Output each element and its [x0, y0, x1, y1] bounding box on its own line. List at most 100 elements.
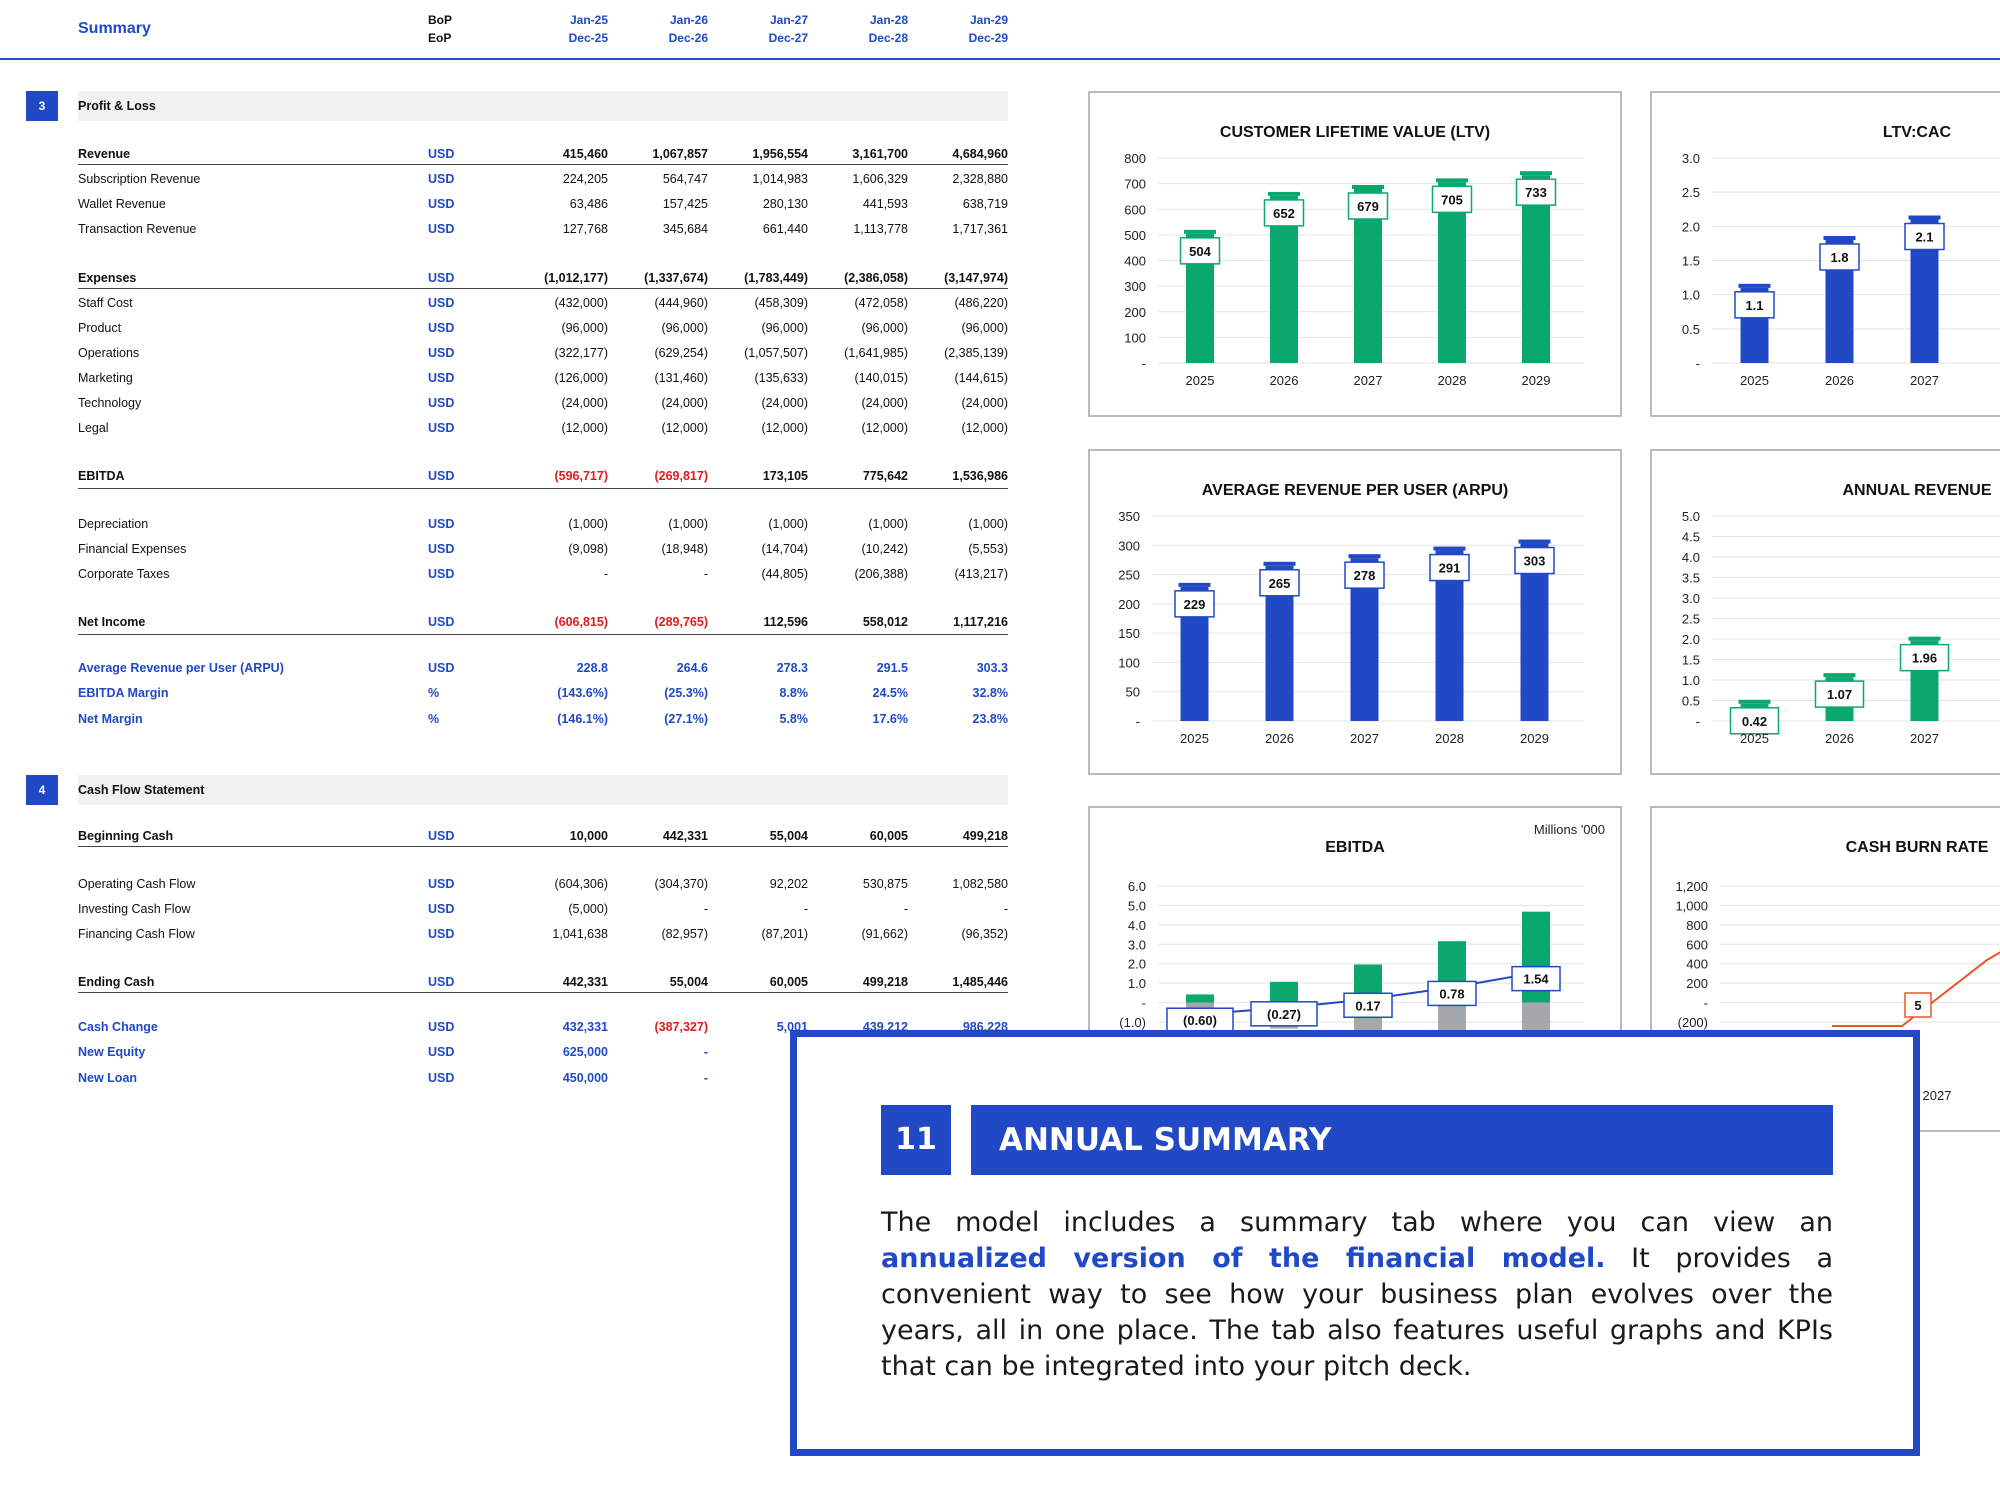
row-value: 157,425	[662, 197, 708, 211]
data-label: 291	[1439, 561, 1461, 576]
row-value: (87,201)	[761, 927, 808, 941]
y-tick-label: 700	[1124, 177, 1146, 192]
row-value: (629,254)	[654, 346, 708, 360]
callout-title: ANNUAL SUMMARY	[971, 1105, 1833, 1175]
row-label: Investing Cash Flow	[78, 902, 191, 916]
row-value: 127,768	[562, 222, 608, 236]
header-eop-3: Dec-27	[768, 31, 808, 45]
callout-number: 11	[881, 1105, 951, 1175]
section-title-cf: Cash Flow Statement	[78, 783, 205, 797]
row-value: 3,161,700	[852, 147, 908, 161]
row-label: Cash Change	[78, 1020, 158, 1034]
bar-cap	[1908, 636, 1941, 641]
chart-title: ANNUAL REVENUE	[1842, 482, 1991, 499]
bar-cap	[1268, 191, 1300, 196]
table-row: Product USD (96,000) (96,000) (96,000) (96,00…	[0, 321, 1010, 339]
data-label: 229	[1184, 597, 1206, 612]
table-row: Average Revenue per User (ARPU) USD 228.8 2…	[0, 661, 1010, 679]
row-value: (24,000)	[761, 396, 808, 410]
chart-title: EBITDA	[1325, 839, 1385, 856]
table-row: EBITDA Margin% (143.6%) (25.3%) 8.8% 24.5% 32…	[0, 686, 1010, 704]
row-value: (2,386,058)	[844, 271, 908, 285]
row-label: New Loan	[78, 1071, 138, 1085]
row-unit: USD	[428, 396, 455, 410]
table-row: New Loan USD 450,000 -	[0, 1071, 1010, 1089]
row-value: 415,460	[562, 147, 608, 161]
row-label: Net Margin	[78, 712, 143, 726]
y-tick-label: 800	[1124, 151, 1146, 166]
row-underline	[78, 634, 1008, 635]
row-value: (486,220)	[954, 296, 1008, 310]
data-label: 1.1	[1745, 298, 1763, 313]
row-value: 8.8%	[779, 686, 809, 700]
y-tick-label: 3.0	[1682, 151, 1700, 166]
row-unit: USD	[428, 829, 455, 843]
row-value: 63,486	[569, 197, 608, 211]
x-tick-label: 2028	[1435, 731, 1464, 746]
table-row: Beginning Cash USD 10,000 442,331 55,004 60,0…	[0, 829, 1010, 847]
section-number-pl: 3	[26, 91, 58, 121]
y-tick-label: -	[1704, 996, 1708, 1011]
row-value: (9,098)	[568, 542, 608, 556]
y-tick-label: 50	[1126, 685, 1140, 700]
header-bop-2: Jan-26	[669, 13, 708, 27]
row-value: (1,000)	[968, 517, 1008, 531]
y-tick-label: 2.5	[1682, 185, 1700, 200]
x-tick-label: 2026	[1270, 373, 1299, 388]
table-row: Net Margin% (146.1%) (27.1%) 5.8% 17.6% 23.8%	[0, 712, 1010, 730]
data-label-box	[1427, 980, 1477, 1007]
row-label: New Equity	[78, 1045, 146, 1059]
data-label-box	[1515, 178, 1557, 206]
y-tick-label: -	[1136, 714, 1140, 729]
y-tick-label: -	[1142, 996, 1146, 1011]
row-value: 92,202	[769, 877, 808, 891]
y-tick-label: 600	[1686, 937, 1708, 952]
row-value: -	[603, 567, 608, 581]
data-label-box	[1343, 992, 1393, 1019]
row-value: (146.1%)	[557, 712, 608, 726]
data-label-box	[1431, 185, 1473, 214]
row-underline	[78, 488, 1008, 489]
y-tick-label: 200	[1118, 597, 1140, 612]
table-row: Transaction Revenue USD 127,768 345,684 661,…	[0, 222, 1010, 240]
arpu-chart: AVERAGE REVENUE PER USER (ARPU) - 50 100 150…	[1088, 449, 1622, 775]
data-label-box	[1259, 569, 1300, 597]
chart-title: CUSTOMER LIFETIME VALUE (LTV)	[1220, 124, 1490, 141]
data-label-box	[1347, 192, 1389, 220]
y-tick-label: 4.5	[1682, 530, 1700, 545]
row-value: (1,012,177)	[544, 271, 608, 285]
header-bop-3: Jan-27	[769, 13, 808, 27]
row-value: 2,328,880	[952, 172, 1008, 186]
data-label: 705	[1441, 192, 1463, 207]
x-tick-label: 2029	[1520, 731, 1549, 746]
page-title: Summary	[78, 20, 151, 37]
row-value: 24.5%	[872, 686, 908, 700]
row-label: Staff Cost	[78, 296, 133, 310]
x-tick-label: 2027	[1910, 731, 1939, 746]
row-unit: USD	[428, 296, 455, 310]
y-tick-label: 0.5	[1682, 322, 1700, 337]
row-value: 4,684,960	[952, 147, 1008, 161]
y-tick-label: 300	[1118, 538, 1140, 553]
row-value: 60,005	[769, 975, 808, 989]
data-label-box	[1250, 1001, 1318, 1027]
table-row: Net Income USD (606,815) (289,765) 112,596 55…	[0, 615, 1010, 633]
x-tick-label: 2027	[1350, 731, 1379, 746]
row-value: (5,000)	[568, 902, 608, 916]
y-tick-label: 3.0	[1128, 937, 1146, 952]
row-label: Legal	[78, 421, 109, 435]
row-value: (289,765)	[654, 615, 708, 629]
row-value: 23.8%	[972, 712, 1008, 726]
bar	[1522, 175, 1550, 363]
cash-burn-line	[1832, 951, 2000, 1027]
row-label: EBITDA Margin	[78, 686, 169, 700]
section-band-pl	[78, 91, 1008, 121]
table-row: Depreciation USD (1,000) (1,000) (1,000) (1,0…	[0, 517, 1010, 535]
y-tick-label: 800	[1686, 918, 1708, 933]
row-value: (1,783,449)	[744, 271, 808, 285]
row-underline	[78, 164, 1008, 165]
bar-cap	[1352, 185, 1384, 190]
row-value: 441,593	[862, 197, 908, 211]
y-tick-label: 1.0	[1682, 673, 1700, 688]
y-tick-label: 2.0	[1128, 957, 1146, 972]
